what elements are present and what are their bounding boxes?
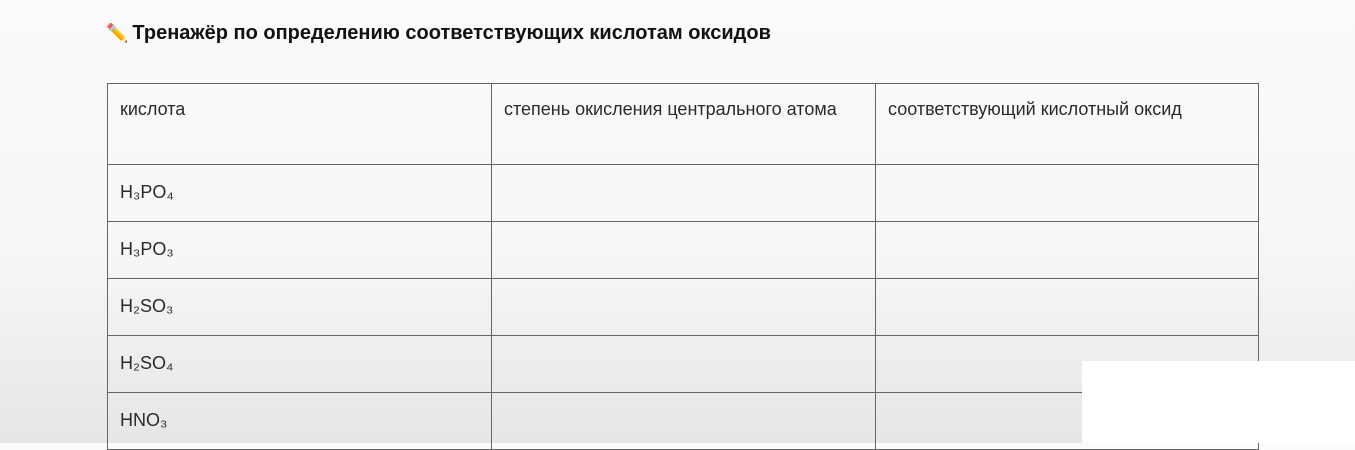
acid-cell: H₃PO₄: [107, 164, 492, 222]
acid-cell: H₂SO₃: [107, 278, 492, 336]
acid-cell: HNO₃: [107, 392, 492, 450]
table-row: H₂SO₄: [107, 335, 1259, 393]
title-text: Тренажёр по определению соответствующих …: [132, 22, 771, 44]
oxidation-state-cell: [491, 392, 876, 450]
page-title: ✏️ Тренажёр по определению соответствующ…: [106, 22, 771, 45]
oxide-cell: [875, 278, 1259, 336]
overlay-panel: [1082, 361, 1355, 443]
header-acid: кислота: [107, 83, 492, 165]
table-header-row: кислота степень окисления центрального а…: [107, 83, 1259, 165]
oxidation-state-cell: [491, 221, 876, 279]
oxidation-state-cell: [491, 164, 876, 222]
acid-cell: H₂SO₄: [107, 335, 492, 393]
table-row: H₂SO₃: [107, 278, 1259, 336]
oxide-cell: [875, 164, 1259, 222]
pencil-icon: ✏️: [106, 23, 129, 43]
acid-oxide-table: кислота степень окисления центрального а…: [107, 83, 1259, 450]
table-row: H₃PO₃: [107, 221, 1259, 279]
table-row: H₃PO₄: [107, 164, 1259, 222]
oxidation-state-cell: [491, 335, 876, 393]
header-oxidation-state: степень окисления центрального атома: [491, 83, 876, 165]
header-acid-oxide: соответствующий кислотный оксид: [875, 83, 1259, 165]
oxidation-state-cell: [491, 278, 876, 336]
oxide-cell: [875, 221, 1259, 279]
acid-cell: H₃PO₃: [107, 221, 492, 279]
